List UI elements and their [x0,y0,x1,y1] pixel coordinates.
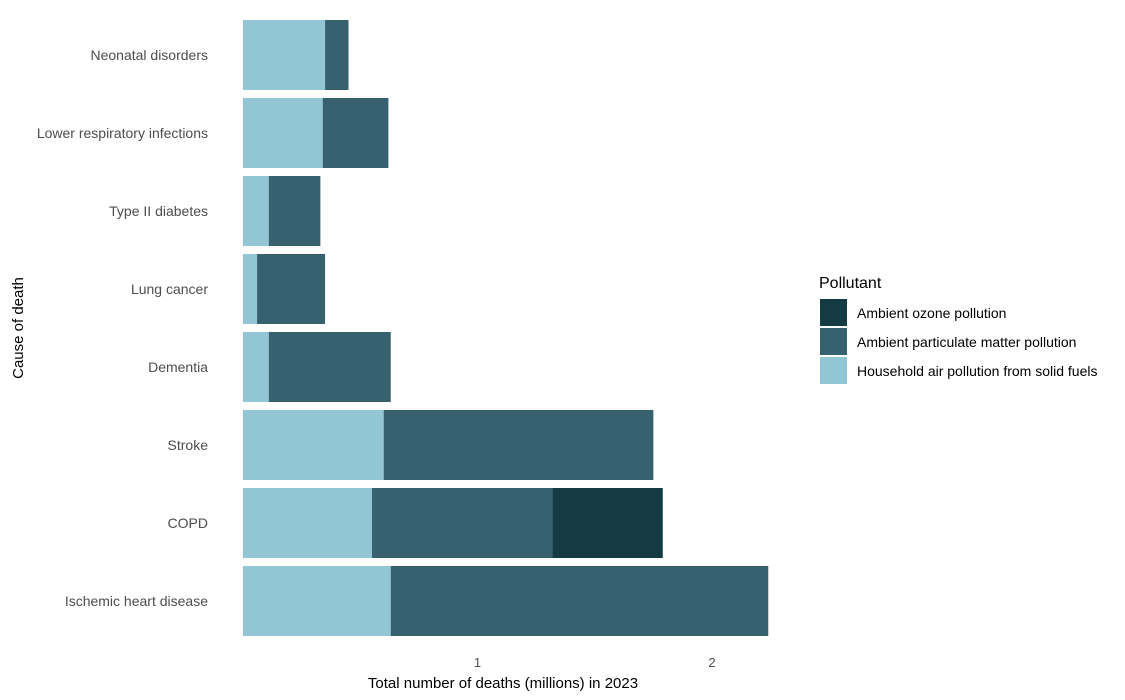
x-tick-label: 2 [708,655,715,670]
bar-lung-cancer-ambient-particulate-matter-pollution [257,254,326,324]
category-label: Ischemic heart disease [65,593,208,609]
bar-type-ii-diabetes-ambient-particulate-matter-pollution [268,176,321,246]
x-axis-title: Total number of deaths (millions) in 202… [368,675,638,692]
bar-neonatal-disorders-household-air-pollution-from-solid-fuels [243,20,326,90]
bar-lower-respiratory-infections-household-air-pollution-from-solid-fuels [243,98,323,168]
bar-stroke-household-air-pollution-from-solid-fuels [243,410,384,480]
bars-group [243,20,769,636]
category-label: COPD [168,515,208,531]
bar-stroke-ambient-particulate-matter-pollution [383,410,654,480]
legend-swatch-ambient-particulate-matter-pollution [820,328,847,355]
legend-label: Ambient ozone pollution [857,305,1006,321]
x-tick-label: 1 [474,655,481,670]
bar-ischemic-heart-disease-ambient-particulate-matter-pollution [390,566,769,636]
legend-label: Ambient particulate matter pollution [857,334,1076,350]
bar-dementia-household-air-pollution-from-solid-fuels [243,332,269,402]
bar-lower-respiratory-infections-ambient-particulate-matter-pollution [322,98,389,168]
category-label: Type II diabetes [109,203,208,219]
legend: Pollutant Ambient ozone pollution Ambient… [819,275,1097,384]
bar-copd-ambient-particulate-matter-pollution [371,488,553,558]
category-labels: Neonatal disorders Lower respiratory infe… [37,47,209,609]
category-label: Neonatal disorders [90,47,208,63]
bar-copd-household-air-pollution-from-solid-fuels [243,488,372,558]
bar-copd-ambient-ozone-pollution [552,488,663,558]
bar-ischemic-heart-disease-household-air-pollution-from-solid-fuels [243,566,391,636]
bar-type-ii-diabetes-household-air-pollution-from-solid-fuels [243,176,269,246]
y-axis-title: Cause of death [10,277,27,379]
bar-lung-cancer-household-air-pollution-from-solid-fuels [243,254,258,324]
bar-neonatal-disorders-ambient-particulate-matter-pollution [325,20,349,90]
legend-swatch-household-air-pollution-from-solid-fuels [820,357,847,384]
legend-label: Household air pollution from solid fuels [857,363,1097,379]
legend-swatch-ambient-ozone-pollution [820,299,847,326]
category-label: Dementia [148,359,208,375]
category-label: Lung cancer [131,281,208,297]
bar-dementia-ambient-particulate-matter-pollution [268,332,391,402]
category-label: Stroke [168,437,209,453]
legend-title: Pollutant [819,275,882,292]
category-label: Lower respiratory infections [37,125,208,141]
